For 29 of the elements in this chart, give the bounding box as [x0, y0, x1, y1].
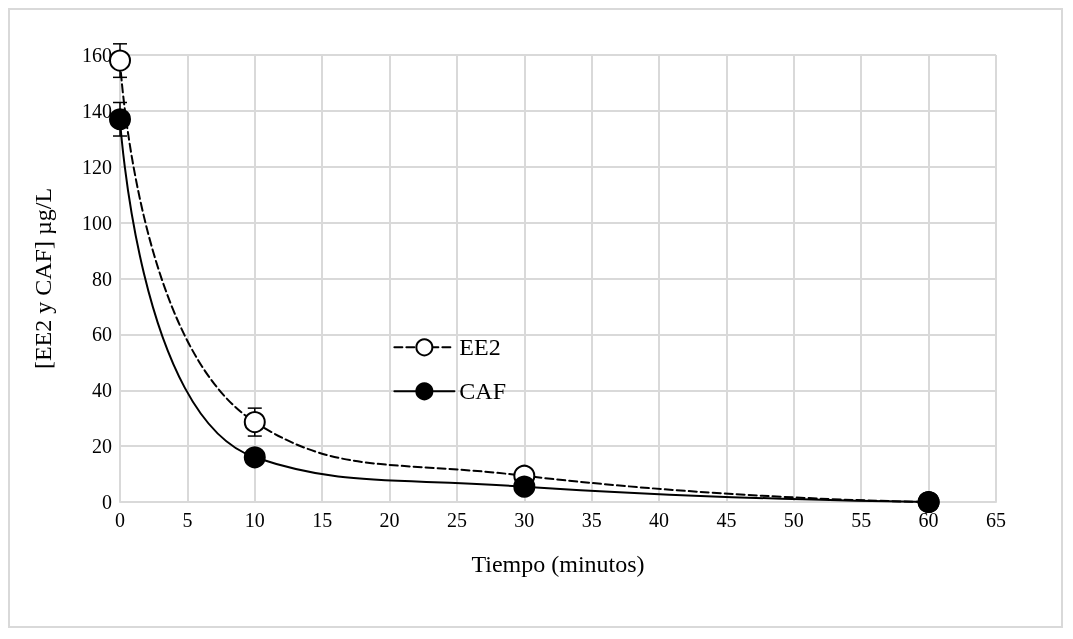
y-tick-label: 140 [82, 99, 112, 122]
x-tick-label: 5 [182, 509, 193, 531]
x-tick-label: 20 [379, 509, 400, 531]
x-tick-label: 50 [783, 509, 804, 531]
y-tick-label: 120 [82, 155, 112, 178]
y-tick-label: 80 [92, 267, 112, 290]
x-tick-label: 10 [244, 509, 265, 531]
x-tick-label: 45 [716, 509, 737, 531]
y-axis-title: [EE2 y CAF] µg/L [30, 187, 56, 370]
y-tick-label: 20 [92, 435, 112, 458]
x-tick-label: 55 [851, 509, 872, 531]
x-tick-label: 25 [446, 509, 467, 531]
y-tick-label: 160 [82, 44, 112, 66]
y-tick-label: 100 [82, 211, 112, 234]
x-axis-title: Tiempo (minutos) [471, 551, 645, 577]
x-tick-label: 35 [581, 509, 602, 531]
x-tick-label: 65 [986, 509, 1006, 531]
x-tick-label: 60 [918, 509, 939, 531]
legend-label: EE2 [459, 334, 501, 361]
point [513, 475, 536, 498]
legend-label: CAF [459, 378, 507, 405]
y-tick-label: 40 [92, 379, 112, 402]
x-tick-label: 40 [649, 509, 670, 531]
y-tick-label: 0 [102, 491, 112, 513]
x-tick-label: 15 [312, 509, 333, 531]
y-tick-label: 60 [92, 323, 112, 346]
point [243, 446, 266, 469]
point [109, 49, 131, 72]
x-tick-label: 30 [514, 509, 535, 531]
